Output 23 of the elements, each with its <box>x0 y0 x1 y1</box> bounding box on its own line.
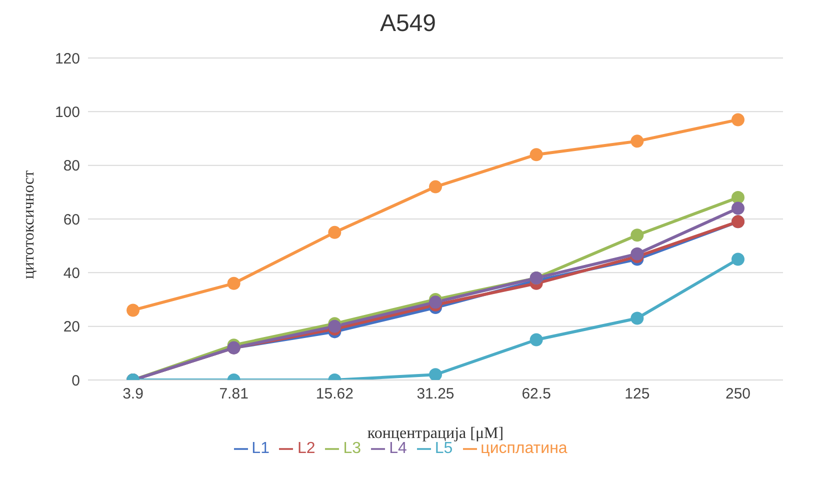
legend-label: L3 <box>343 440 362 457</box>
x-tick-label: 125 <box>624 386 650 403</box>
x-tick-label: 31.25 <box>416 386 454 403</box>
x-tick-label: 62.5 <box>522 386 551 403</box>
x-tick-label: 250 <box>725 386 751 403</box>
legend-label: L5 <box>434 440 453 457</box>
x-axis-title: концентрација [μM] <box>367 425 504 442</box>
y-tick-label: 120 <box>54 50 80 68</box>
y-tick-label: 60 <box>63 211 80 228</box>
y-tick-label: 100 <box>54 104 80 121</box>
y-tick-label: 40 <box>63 264 80 282</box>
x-tick-label: 3.9 <box>122 386 144 403</box>
legend-label: L2 <box>297 440 316 457</box>
legend-label: L1 <box>252 440 270 457</box>
legend-label: L4 <box>389 440 407 457</box>
y-axis-title: цитотоксичност <box>20 170 38 279</box>
chart-title: A549 <box>378 10 438 38</box>
x-tick-label: 15.62 <box>316 386 354 403</box>
y-tick-label: 80 <box>63 158 80 175</box>
y-tick-label: 20 <box>63 318 80 336</box>
legend-label: цисплатина <box>480 440 568 457</box>
x-tick-label: 7.81 <box>219 386 248 403</box>
y-tick-label: 0 <box>72 372 80 390</box>
